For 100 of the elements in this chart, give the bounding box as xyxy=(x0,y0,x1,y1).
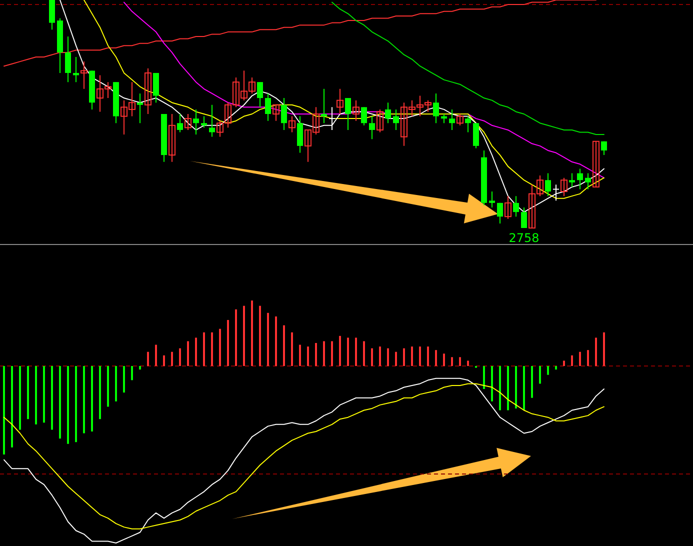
bar xyxy=(363,341,365,366)
bar xyxy=(515,366,517,408)
bar xyxy=(355,338,357,366)
bar xyxy=(571,355,573,366)
bar xyxy=(563,360,565,366)
candlestick xyxy=(288,116,296,133)
bar xyxy=(403,348,405,366)
bar xyxy=(323,341,325,366)
bar xyxy=(91,366,93,432)
candlestick xyxy=(265,92,271,122)
bar xyxy=(27,366,29,420)
candlestick xyxy=(257,82,263,108)
bar xyxy=(379,346,381,366)
candlestick xyxy=(345,98,351,130)
bar xyxy=(459,357,461,366)
bar xyxy=(491,366,493,402)
bar xyxy=(259,306,261,366)
candlestick xyxy=(504,196,512,220)
bar xyxy=(35,366,37,424)
bar xyxy=(371,348,373,366)
bar xyxy=(451,357,453,366)
bar xyxy=(219,328,221,366)
bar xyxy=(331,341,333,366)
bar xyxy=(147,352,149,366)
candlestick xyxy=(545,172,551,197)
bar xyxy=(51,366,53,430)
candlestick xyxy=(369,116,375,140)
candlestick xyxy=(569,172,575,188)
bar xyxy=(195,338,197,366)
bar xyxy=(579,352,581,366)
candlestick xyxy=(193,108,199,136)
candlestick xyxy=(465,116,471,133)
candlestick xyxy=(336,88,344,114)
candlestick xyxy=(281,98,287,130)
bar xyxy=(155,344,157,366)
bar xyxy=(163,355,165,366)
bar xyxy=(227,320,229,366)
candlestick xyxy=(209,104,215,138)
bar xyxy=(547,366,549,375)
bar xyxy=(411,346,413,366)
candlestick xyxy=(601,140,607,156)
bar xyxy=(59,366,61,439)
annotation: 2758 xyxy=(508,231,540,245)
bar xyxy=(595,338,597,366)
candlestick xyxy=(361,106,367,126)
bar xyxy=(235,309,237,366)
candlestick xyxy=(385,102,391,124)
candlestick xyxy=(153,72,159,104)
bar xyxy=(139,366,141,370)
candlestick xyxy=(577,168,583,190)
candlestick xyxy=(513,196,519,218)
candlestick xyxy=(177,114,183,133)
bar xyxy=(387,348,389,366)
bar xyxy=(395,352,397,366)
bar xyxy=(171,352,173,366)
bar xyxy=(603,332,605,366)
bar xyxy=(347,338,349,366)
bar xyxy=(443,354,445,366)
candlestick xyxy=(272,104,280,122)
bar xyxy=(483,366,485,390)
bar xyxy=(67,366,69,444)
candlestick xyxy=(552,184,560,202)
bar xyxy=(123,366,125,393)
bar xyxy=(467,360,469,366)
bar xyxy=(131,366,133,380)
bar xyxy=(107,366,109,407)
bar xyxy=(115,366,117,402)
candlestick xyxy=(521,206,527,228)
bar xyxy=(499,366,501,410)
bar xyxy=(427,346,429,366)
candlestick xyxy=(184,114,192,130)
candlestick xyxy=(433,92,439,124)
bar xyxy=(211,332,213,366)
bar xyxy=(555,366,557,370)
candlestick xyxy=(497,202,503,224)
bar xyxy=(523,366,525,410)
bar xyxy=(203,332,205,366)
bar xyxy=(179,348,181,366)
bar xyxy=(275,316,277,366)
candlestick xyxy=(201,116,207,128)
bar xyxy=(19,366,21,430)
bar xyxy=(299,344,301,366)
candlestick xyxy=(80,61,88,90)
bar xyxy=(339,336,341,366)
candlestick xyxy=(393,108,399,130)
bar xyxy=(3,366,5,454)
bar xyxy=(307,346,309,366)
bar xyxy=(435,350,437,366)
bar xyxy=(243,306,245,366)
bar xyxy=(587,350,589,366)
bar xyxy=(267,312,269,366)
bar xyxy=(531,366,533,398)
candlestick xyxy=(560,177,568,197)
bar xyxy=(99,366,101,420)
bar xyxy=(539,366,541,384)
candlestick xyxy=(328,106,336,130)
bar xyxy=(291,332,293,366)
candlestick xyxy=(144,68,152,114)
candlestick xyxy=(137,92,143,124)
candlestick xyxy=(376,108,384,133)
